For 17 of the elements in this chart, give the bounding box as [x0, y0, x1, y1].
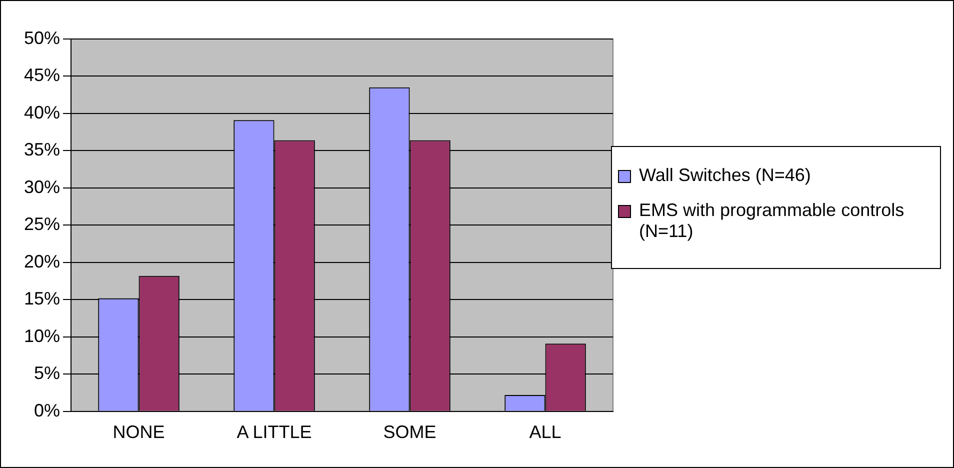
legend-label: EMS with programmable controls (N=11) — [639, 200, 906, 242]
y-tick-label: 10% — [24, 326, 60, 346]
x-tick-label: NONE — [112, 422, 165, 442]
y-tick-label: 35% — [24, 140, 60, 160]
y-tick-label: 0% — [34, 400, 60, 420]
y-tick-label: 25% — [24, 214, 60, 234]
legend-label: Wall Switches (N=46) — [639, 165, 811, 186]
y-tick-label: 45% — [24, 65, 60, 86]
y-tick-label: 50% — [24, 28, 60, 48]
y-tick-label: 20% — [24, 251, 60, 272]
y-tick-label: 15% — [24, 288, 60, 309]
x-tick-label: SOME — [383, 422, 436, 442]
y-tick-label: 30% — [24, 176, 60, 197]
y-tick-label: 5% — [34, 363, 60, 384]
x-tick-label: A LITTLE — [236, 422, 312, 442]
x-tick-label: ALL — [529, 422, 562, 442]
y-tick-label: 40% — [24, 102, 60, 122]
